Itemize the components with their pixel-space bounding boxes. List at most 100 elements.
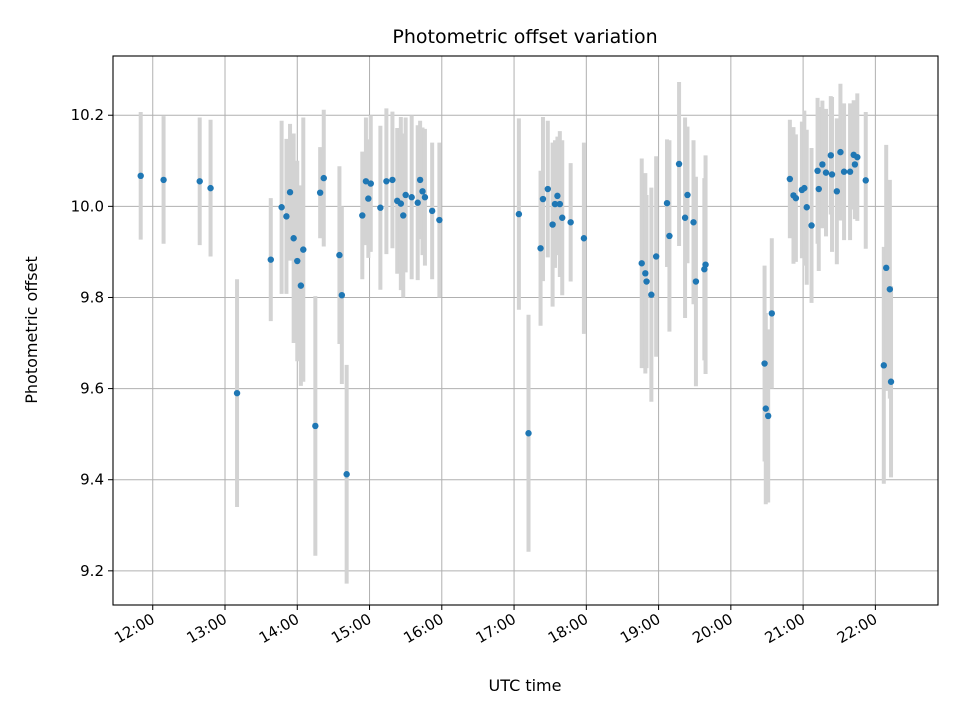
data-point <box>160 176 167 184</box>
data-point <box>846 168 854 175</box>
data-point <box>880 362 888 369</box>
data-point <box>761 360 768 367</box>
data-point <box>416 176 424 184</box>
y-axis-ticks: 9.2 9.4 9.6 9.8 10.0 10.2 <box>71 106 113 580</box>
data-point <box>397 200 405 207</box>
data-point <box>402 191 409 199</box>
data-point <box>675 160 683 168</box>
y-tick-label: 10.2 <box>71 106 104 124</box>
data-point <box>702 261 709 268</box>
data-point <box>666 232 673 240</box>
data-point <box>400 212 407 219</box>
data-point <box>567 219 574 226</box>
data-point <box>886 286 894 293</box>
data-point <box>827 152 835 159</box>
data-point <box>786 175 794 183</box>
data-point <box>652 253 660 260</box>
data-point <box>362 178 370 185</box>
data-point <box>808 222 815 229</box>
data-point <box>814 167 821 175</box>
data-point <box>196 178 203 185</box>
data-point <box>663 199 671 207</box>
data-point <box>837 148 844 156</box>
data-point <box>419 188 426 195</box>
data-point <box>365 195 372 202</box>
data-point <box>854 153 861 161</box>
data-point <box>421 194 429 201</box>
data-point <box>648 291 655 298</box>
data-point <box>408 194 415 201</box>
data-point <box>436 216 443 224</box>
y-tick-label: 9.8 <box>80 288 104 306</box>
plot-frame <box>112 55 939 606</box>
data-point <box>549 221 556 228</box>
data-point <box>792 194 800 202</box>
data-point <box>316 189 324 196</box>
data-point <box>539 195 547 203</box>
data-point <box>580 235 588 242</box>
data-point <box>537 245 544 252</box>
data-point <box>383 178 390 185</box>
data-point <box>525 430 532 437</box>
data-point <box>556 200 564 208</box>
chart-title: Photometric offset variation <box>392 26 657 48</box>
grid-lines <box>113 56 938 605</box>
y-tick-label: 9.4 <box>80 471 104 489</box>
x-axis-label: UTC time <box>489 676 562 695</box>
data-point <box>278 204 285 211</box>
data-points <box>137 148 895 478</box>
data-point <box>267 256 274 263</box>
data-point <box>343 471 350 478</box>
data-point <box>768 310 775 317</box>
data-point <box>286 189 294 196</box>
data-point <box>684 191 691 199</box>
data-point <box>300 246 307 253</box>
y-tick-label: 9.6 <box>80 380 104 398</box>
data-point <box>207 184 214 192</box>
data-point <box>336 251 343 259</box>
data-point <box>233 389 241 397</box>
data-point <box>822 169 830 176</box>
data-point <box>883 264 890 272</box>
data-point <box>690 219 697 226</box>
data-point <box>803 204 810 211</box>
data-point <box>762 405 769 412</box>
data-point <box>554 192 561 200</box>
data-point <box>819 161 826 168</box>
data-point <box>840 168 848 175</box>
data-point <box>283 213 290 220</box>
data-point <box>428 207 436 215</box>
data-point <box>887 378 895 385</box>
data-point <box>833 188 841 195</box>
data-point <box>764 412 772 420</box>
data-point <box>137 172 144 180</box>
data-point <box>290 235 297 242</box>
data-point <box>312 422 319 430</box>
data-point <box>643 278 650 285</box>
data-point <box>642 270 649 277</box>
y-axis-label: Photometric offset <box>22 256 41 404</box>
data-point <box>294 257 301 265</box>
data-point <box>851 161 859 168</box>
data-point <box>359 212 366 219</box>
data-point <box>515 210 523 218</box>
data-point <box>389 176 396 184</box>
data-point <box>320 174 327 182</box>
data-point <box>297 282 305 289</box>
data-point <box>551 200 559 208</box>
y-tick-label: 9.2 <box>80 562 104 580</box>
data-point <box>559 214 566 221</box>
data-point <box>815 185 822 193</box>
data-point <box>862 177 869 184</box>
y-tick-label: 10.0 <box>71 197 104 215</box>
data-point <box>801 184 808 192</box>
data-point <box>367 180 374 187</box>
data-point <box>692 278 700 285</box>
data-point <box>544 185 551 193</box>
data-point <box>338 291 346 299</box>
data-point <box>638 260 645 267</box>
data-point <box>828 171 836 178</box>
data-point <box>414 199 421 206</box>
